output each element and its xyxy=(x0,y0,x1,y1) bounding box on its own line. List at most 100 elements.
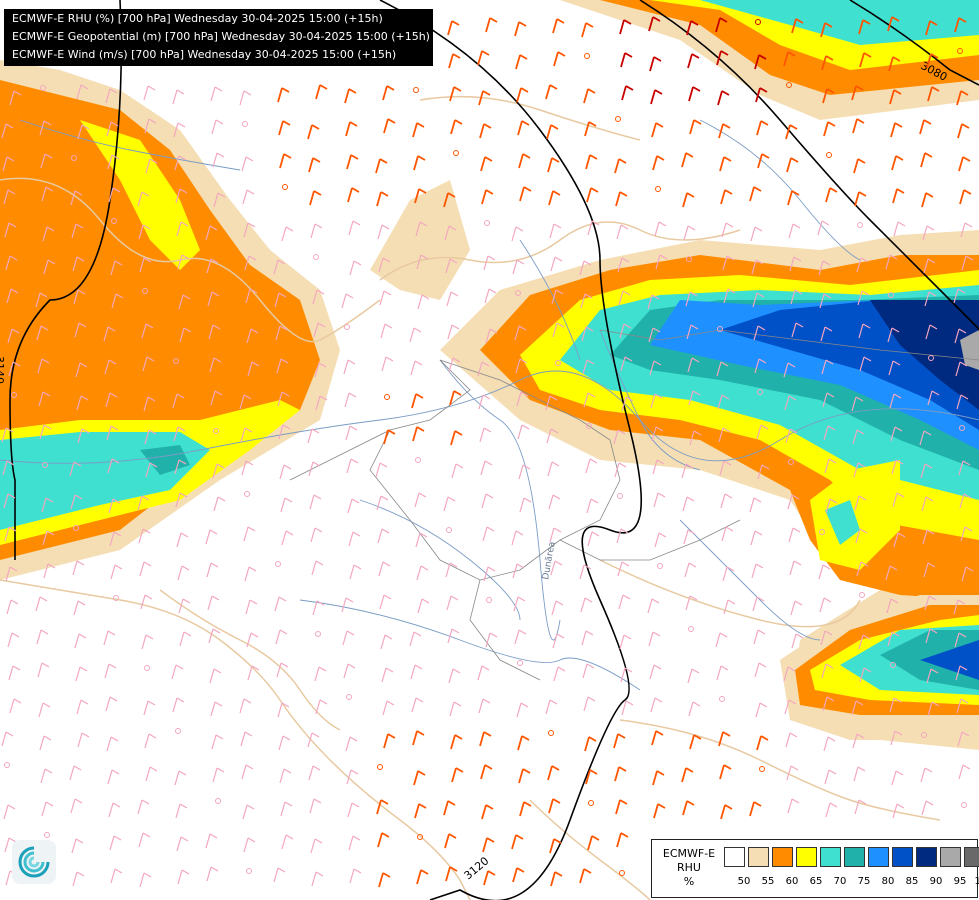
calm-wind-marker xyxy=(515,290,521,296)
wind-barb xyxy=(892,492,905,508)
wind-barb xyxy=(891,770,904,786)
wind-barb xyxy=(582,663,595,679)
wind-barb xyxy=(480,764,493,780)
wind-barb xyxy=(751,259,764,275)
wind-barb xyxy=(43,563,56,579)
wind-barb xyxy=(893,221,906,237)
wind-barb xyxy=(281,530,294,546)
wind-barb xyxy=(512,867,525,883)
wind-barb xyxy=(239,90,252,106)
wind-barb xyxy=(919,430,932,446)
wind-barb xyxy=(41,801,54,817)
wind-barb xyxy=(177,869,190,885)
wind-barb xyxy=(921,800,934,816)
wind-barb xyxy=(516,391,529,407)
wind-barb xyxy=(620,52,633,68)
wind-barb xyxy=(546,428,559,444)
wind-barb xyxy=(38,702,51,718)
wind-barb xyxy=(308,157,321,173)
wind-barb xyxy=(548,190,561,206)
wind-barb xyxy=(485,17,498,33)
wind-barb xyxy=(416,565,429,581)
wind-barb xyxy=(483,255,496,271)
wind-barb xyxy=(552,633,565,649)
wind-barb xyxy=(137,799,150,815)
wind-barb xyxy=(621,700,634,716)
wind-barb xyxy=(447,324,460,340)
wind-barb xyxy=(311,871,324,887)
wind-barb xyxy=(241,764,254,780)
wind-barb xyxy=(278,120,291,136)
calm-wind-marker xyxy=(619,870,625,876)
wind-barb xyxy=(376,799,389,815)
wind-barb xyxy=(479,123,492,139)
calm-wind-marker xyxy=(415,457,421,463)
wind-barb xyxy=(516,87,529,103)
wind-barb xyxy=(516,702,529,718)
wind-barb xyxy=(887,631,900,647)
wind-barb xyxy=(241,156,254,172)
wind-barb xyxy=(787,798,800,814)
wind-barb xyxy=(445,258,458,274)
wind-barb xyxy=(920,767,933,783)
wind-barb xyxy=(519,497,532,513)
wind-barb xyxy=(70,190,83,206)
wind-barb xyxy=(445,562,458,578)
wind-barb xyxy=(42,530,55,546)
wind-barb xyxy=(281,834,294,850)
wind-barb xyxy=(212,767,225,783)
wind-barb xyxy=(654,532,667,548)
wind-barb xyxy=(749,186,762,202)
contour-label-3120: 3120 xyxy=(462,854,492,882)
wind-barb xyxy=(347,498,360,514)
calm-wind-marker xyxy=(384,394,390,400)
wind-barb xyxy=(343,663,356,679)
wind-barb xyxy=(143,85,156,101)
wind-barb xyxy=(581,22,594,38)
rhu-field xyxy=(0,0,979,750)
wind-barb xyxy=(480,460,493,476)
wind-barb xyxy=(309,190,322,206)
calm-wind-marker xyxy=(142,288,148,294)
wind-barb xyxy=(920,152,933,168)
wind-barb xyxy=(514,629,527,645)
calm-wind-marker xyxy=(548,730,554,736)
wind-barb xyxy=(686,20,699,36)
wind-barb xyxy=(179,327,192,343)
coastlines xyxy=(0,95,941,900)
wind-barb xyxy=(444,225,457,241)
wind-barb xyxy=(481,804,494,820)
wind-barb xyxy=(410,664,423,680)
wind-barb xyxy=(345,121,358,137)
legend-tick-label: 85 xyxy=(905,876,919,887)
wind-barb xyxy=(821,663,834,679)
wind-barb xyxy=(752,292,765,308)
wind-barb xyxy=(648,327,661,343)
wind-barb xyxy=(889,697,902,713)
calm-wind-marker xyxy=(615,116,621,122)
wind-barb xyxy=(859,667,872,683)
wind-barb xyxy=(206,866,219,882)
contour-3080 xyxy=(639,0,979,332)
wind-barb xyxy=(107,458,120,474)
wind-barb xyxy=(346,154,359,170)
wind-barb xyxy=(681,463,694,479)
wind-barb xyxy=(176,532,189,548)
wind-barb xyxy=(348,220,361,236)
wind-barb xyxy=(36,629,49,645)
wind-barb xyxy=(173,122,186,138)
wind-barb xyxy=(890,426,903,442)
wind-barb xyxy=(859,52,872,68)
wind-barb xyxy=(953,599,966,615)
wind-barb xyxy=(415,532,428,548)
wind-barb xyxy=(277,391,290,407)
wind-barb xyxy=(410,360,423,376)
wind-barb xyxy=(1,427,14,443)
wind-barb xyxy=(247,361,260,377)
wind-barb xyxy=(824,769,837,785)
wind-barb xyxy=(212,152,225,168)
wind-barb xyxy=(110,564,123,580)
rivers xyxy=(0,119,979,691)
wind-barb xyxy=(307,124,320,140)
wind-barb xyxy=(790,600,803,616)
